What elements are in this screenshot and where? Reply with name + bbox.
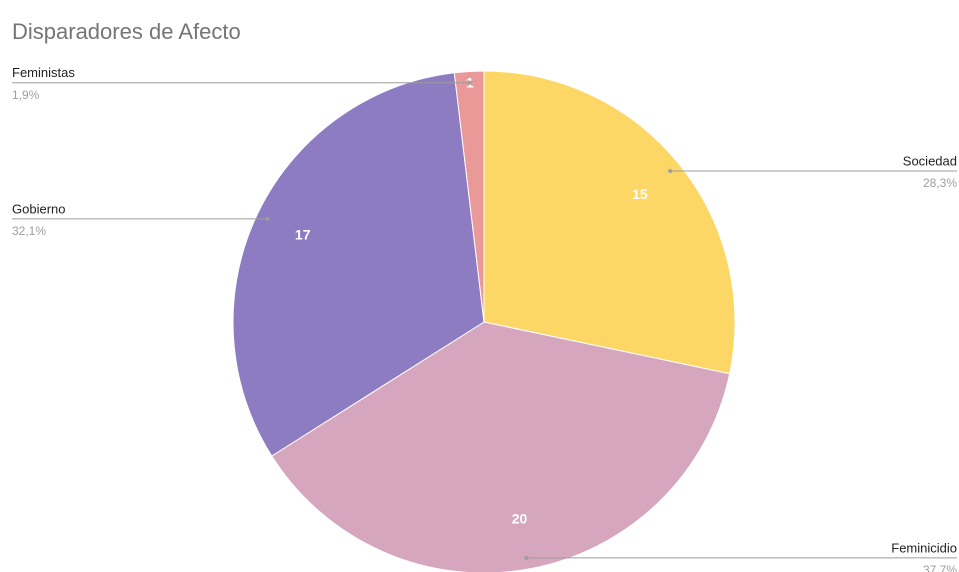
legend-label: Sociedad bbox=[903, 153, 957, 168]
pie-slice bbox=[232, 72, 485, 457]
leader-dot bbox=[524, 555, 529, 560]
slice-label: 15 bbox=[632, 186, 648, 202]
legend-label: Feministas bbox=[12, 65, 75, 80]
leader-dot bbox=[668, 168, 673, 173]
chart-title: Disparadores de Afecto bbox=[12, 19, 241, 44]
pie-slice bbox=[483, 70, 736, 375]
pie-slice bbox=[453, 70, 485, 323]
legend-label: Feminicidio bbox=[891, 540, 957, 555]
slice-label: 17 bbox=[295, 226, 311, 242]
percent-label: 28,3% bbox=[923, 176, 957, 190]
leader-dot bbox=[467, 80, 472, 85]
legend-label: Gobierno bbox=[12, 201, 65, 216]
percent-label: 37,7% bbox=[923, 563, 957, 572]
percent-label: 32,1% bbox=[12, 224, 46, 238]
pie-slice bbox=[271, 321, 731, 572]
percent-label: 1,9% bbox=[12, 88, 40, 102]
leader-dot bbox=[265, 216, 270, 221]
slice-label: 20 bbox=[512, 510, 528, 526]
